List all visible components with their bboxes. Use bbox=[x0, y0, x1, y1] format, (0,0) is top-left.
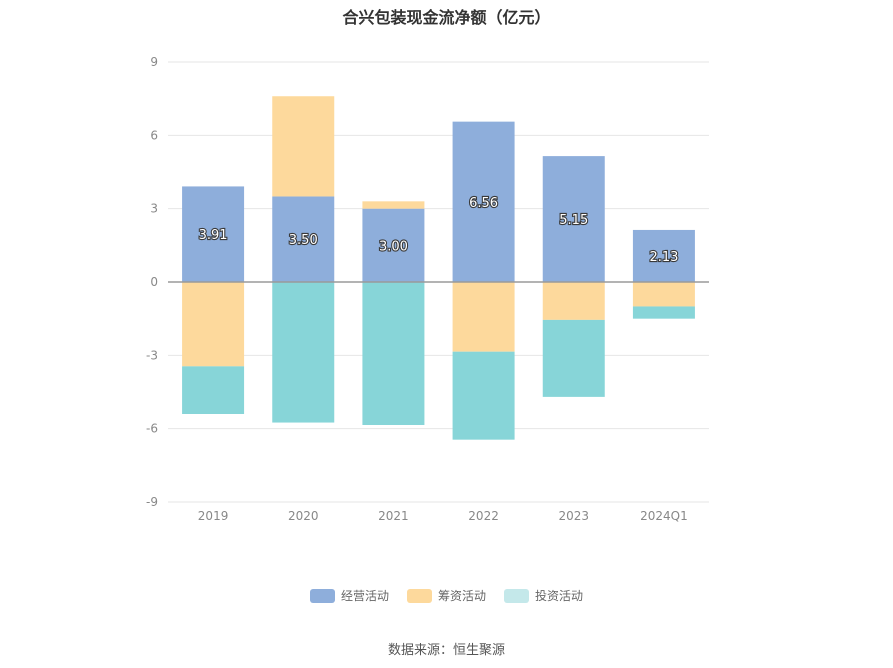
bar-2019-series-1 bbox=[182, 282, 245, 367]
x-tick-label: 2023 bbox=[558, 509, 589, 523]
chart-title: 合兴包装现金流净额（亿元） bbox=[342, 8, 551, 27]
y-tick-label: 6 bbox=[150, 128, 158, 142]
legend-swatch-operating bbox=[309, 588, 335, 603]
data-label: 3.00 bbox=[379, 239, 408, 254]
legend: 经营活动 筹资活动 投资活动 bbox=[0, 587, 893, 604]
y-tick-label: 9 bbox=[150, 55, 158, 69]
x-tick-label: 2024Q1 bbox=[640, 509, 688, 523]
legend-item-operating[interactable]: 经营活动 bbox=[309, 587, 389, 604]
bar-2024Q1-series-0 bbox=[632, 229, 695, 282]
bar-2021-series-1 bbox=[362, 201, 425, 209]
grid-lines bbox=[168, 61, 709, 503]
legend-swatch-financing bbox=[406, 588, 432, 603]
bar-2024Q1-series-1 bbox=[632, 282, 695, 307]
bar-2021-series-2 bbox=[362, 282, 425, 425]
legend-label-operating: 经营活动 bbox=[340, 589, 389, 603]
data-label: 3.91 bbox=[199, 228, 228, 243]
y-tick-label: -9 bbox=[146, 495, 158, 509]
x-tick-label: 2019 bbox=[198, 509, 229, 523]
bar-2022-series-0 bbox=[452, 121, 515, 283]
axis-labels: 9 6 3 0 -3 -6 -9 2019 2020 2021 2022 2023 2024Q1 bbox=[146, 55, 688, 523]
bar-2020-series-2 bbox=[272, 282, 335, 423]
data-label: 3.50 bbox=[289, 233, 318, 248]
data-labels: 3.91 3.50 3.00 6.56 5.15 2.13 bbox=[198, 195, 680, 266]
bar-2020-series-1 bbox=[272, 96, 335, 197]
bar-2023-series-0 bbox=[542, 156, 605, 282]
x-tick-label: 2022 bbox=[468, 509, 499, 523]
bar-2020-series-0 bbox=[272, 196, 335, 282]
bar-2022-series-1 bbox=[452, 282, 515, 352]
data-label: 2.13 bbox=[649, 250, 678, 265]
bars bbox=[182, 96, 695, 440]
legend-item-financing[interactable]: 筹资活动 bbox=[406, 587, 486, 604]
legend-item-investing[interactable]: 投资活动 bbox=[504, 587, 583, 604]
x-tick-label: 2021 bbox=[378, 509, 409, 523]
data-label: 5.15 bbox=[559, 213, 588, 228]
y-tick-label: 3 bbox=[150, 202, 158, 216]
y-tick-label: 0 bbox=[150, 275, 158, 289]
bar-2023-series-2 bbox=[542, 319, 605, 397]
bar-2021-series-0 bbox=[362, 208, 425, 282]
legend-label-investing: 投资活动 bbox=[535, 589, 584, 603]
legend-label-financing: 筹资活动 bbox=[437, 589, 486, 603]
x-tick-label: 2020 bbox=[288, 509, 319, 523]
y-tick-label: -3 bbox=[146, 348, 158, 362]
bar-2019-series-2 bbox=[182, 366, 245, 414]
bar-2023-series-1 bbox=[542, 282, 605, 320]
data-source: 数据来源：恒生聚源 bbox=[387, 643, 505, 658]
y-tick-label: -6 bbox=[146, 422, 158, 436]
bar-2019-series-0 bbox=[182, 186, 245, 282]
bar-2024Q1-series-2 bbox=[632, 306, 695, 319]
legend-swatch-investing bbox=[504, 588, 529, 603]
data-label: 6.56 bbox=[469, 196, 498, 211]
bar-2022-series-2 bbox=[452, 351, 515, 440]
